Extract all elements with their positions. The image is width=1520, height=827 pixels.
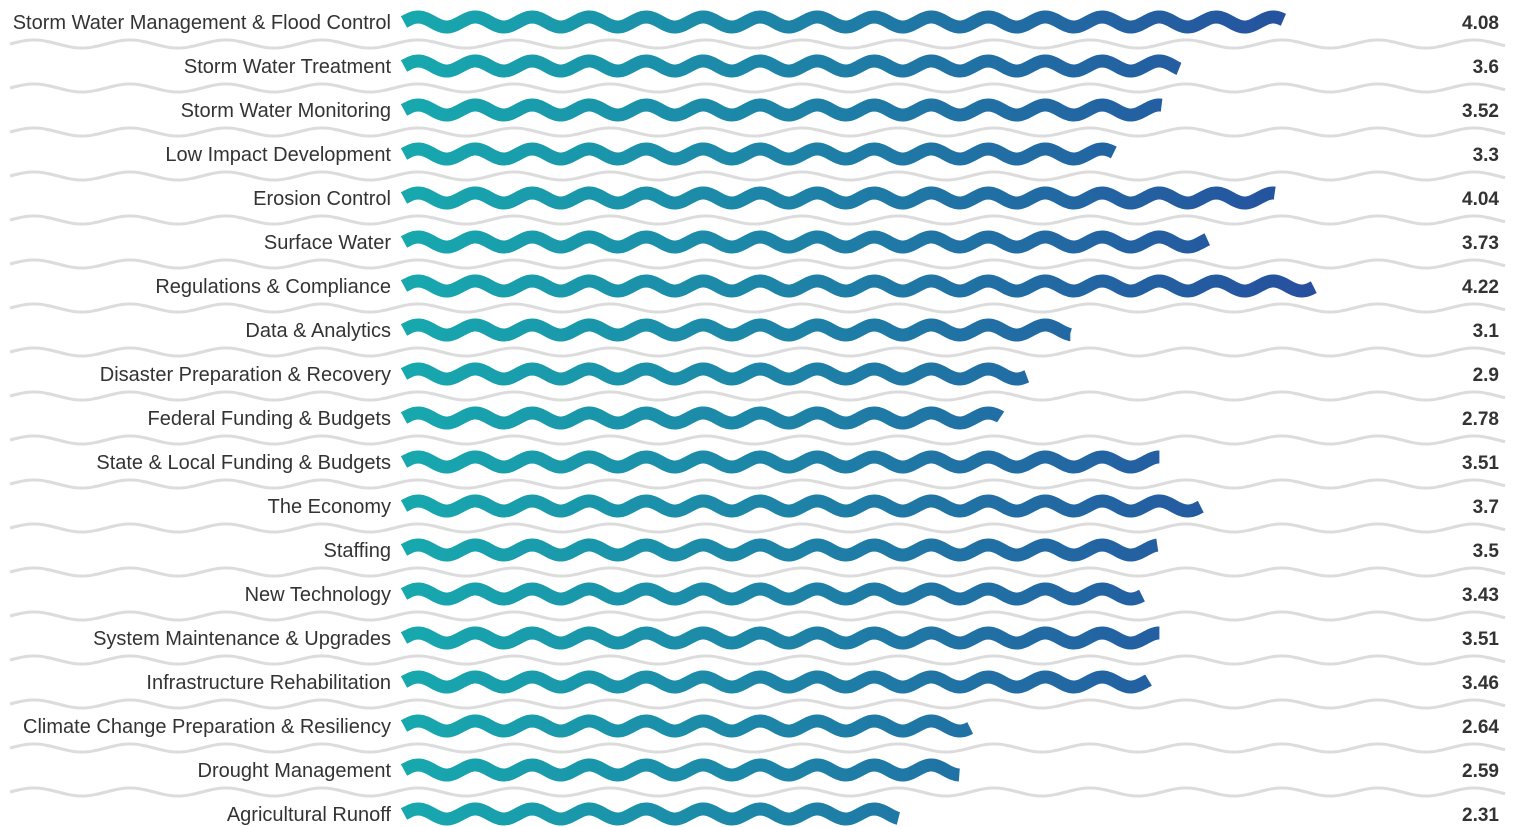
- background-wave: [9, 170, 1506, 182]
- category-label: Agricultural Runoff: [227, 804, 392, 826]
- bar: [400, 670, 1152, 694]
- category-label: Low Impact Development: [165, 144, 391, 166]
- background-wave: [9, 522, 1506, 534]
- background-wave: [9, 390, 1506, 402]
- bar: [400, 582, 1145, 606]
- category-label: Regulations & Compliance: [155, 276, 391, 298]
- bar: [400, 714, 974, 738]
- bar: [400, 10, 1286, 34]
- category-label: System Maintenance & Upgrades: [93, 628, 391, 650]
- value-label: 3.43: [1462, 585, 1499, 606]
- background-wave: [9, 82, 1506, 94]
- bar: [400, 802, 900, 826]
- bar: [400, 274, 1317, 298]
- category-label: Climate Change Preparation & Resiliency: [23, 716, 391, 738]
- background-wave: [9, 786, 1506, 798]
- category-label: New Technology: [245, 584, 391, 606]
- category-label: Drought Management: [198, 760, 392, 782]
- bar: [400, 142, 1117, 166]
- bar: [400, 406, 1005, 430]
- value-label: 3.51: [1462, 629, 1499, 650]
- bar: [400, 538, 1159, 562]
- category-label: The Economy: [268, 496, 391, 518]
- value-label: 3.3: [1473, 145, 1499, 166]
- value-label: 2.78: [1462, 409, 1499, 430]
- background-wave: [9, 654, 1506, 666]
- background-wave: [9, 566, 1506, 578]
- bar: [400, 318, 1072, 342]
- background-wave: [9, 302, 1506, 314]
- background-wave: [9, 434, 1506, 446]
- bar: [400, 230, 1211, 254]
- value-label: 3.6: [1473, 57, 1499, 78]
- bar: [400, 626, 1160, 650]
- value-label: 3.7: [1473, 497, 1499, 518]
- value-label: 3.52: [1462, 101, 1499, 122]
- value-label: 4.08: [1462, 13, 1499, 34]
- bars-group: [400, 10, 1317, 826]
- value-label: 3.46: [1462, 673, 1499, 694]
- category-label: Federal Funding & Budgets: [148, 408, 392, 430]
- category-label: State & Local Funding & Budgets: [96, 452, 391, 474]
- category-labels: Storm Water Management & Flood Control St…: [13, 12, 392, 826]
- value-labels: 4.08 3.6 3.52 3.3 4.04 3.73 4.22 3.1 2.9 2.78 3.51…: [1462, 13, 1499, 826]
- value-label: 4.22: [1462, 277, 1499, 298]
- category-label: Storm Water Treatment: [184, 56, 392, 78]
- value-label: 2.31: [1462, 805, 1499, 826]
- background-wave: [9, 214, 1506, 226]
- value-label: 3.5: [1473, 541, 1500, 562]
- background-wave: [9, 38, 1506, 50]
- category-label: Storm Water Monitoring: [181, 100, 391, 122]
- category-label: Surface Water: [264, 232, 391, 254]
- value-label: 3.73: [1462, 233, 1499, 254]
- bar: [400, 450, 1160, 474]
- background-wave: [9, 126, 1506, 138]
- category-label: Erosion Control: [253, 188, 391, 210]
- background-wave: [9, 346, 1506, 358]
- category-label: Infrastructure Rehabilitation: [146, 672, 391, 694]
- value-label: 3.51: [1462, 453, 1499, 474]
- value-label: 2.9: [1473, 365, 1499, 386]
- background-wave: [9, 258, 1506, 270]
- background-waves: [9, 38, 1506, 798]
- background-wave: [9, 478, 1506, 490]
- value-label: 4.04: [1462, 189, 1499, 210]
- category-label: Storm Water Management & Flood Control: [13, 12, 391, 34]
- value-label: 2.59: [1462, 761, 1499, 782]
- background-wave: [9, 698, 1506, 710]
- bar: [400, 186, 1276, 210]
- bar: [400, 758, 960, 782]
- category-label: Data & Analytics: [245, 320, 391, 342]
- background-wave: [9, 610, 1506, 622]
- value-label: 2.64: [1462, 717, 1499, 738]
- bar: [400, 54, 1182, 78]
- value-label: 3.1: [1473, 321, 1500, 342]
- background-wave: [9, 742, 1506, 754]
- bar: [400, 494, 1204, 518]
- category-label: Disaster Preparation & Recovery: [100, 364, 391, 386]
- category-label: Staffing: [324, 540, 391, 562]
- bar: [400, 98, 1163, 122]
- bar: [400, 362, 1030, 386]
